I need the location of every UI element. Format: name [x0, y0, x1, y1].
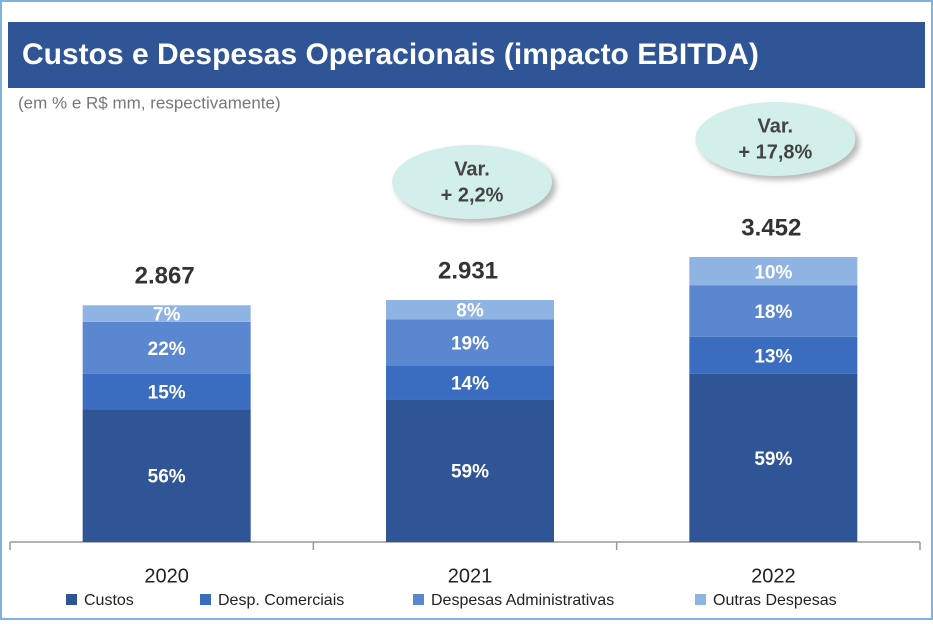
chart-title: Custos e Despesas Operacionais (impacto …: [22, 38, 759, 71]
segment-label: 59%: [451, 462, 489, 483]
legend-swatch: [200, 594, 211, 605]
legend-label: Outras Despesas: [713, 592, 837, 609]
annotation-bubble: [392, 145, 552, 220]
legend-swatch: [66, 594, 77, 605]
segment-label: 22%: [148, 339, 186, 360]
bar-segment: [386, 399, 554, 542]
x-tick-label: 2022: [751, 565, 796, 587]
total-label: 2.931: [438, 257, 498, 284]
legend-swatch: [413, 594, 424, 605]
legend-label: Custos: [84, 592, 134, 609]
segment-label: 19%: [451, 333, 489, 354]
annotation-text: + 17,8%: [738, 141, 812, 163]
legend-swatch: [695, 594, 706, 605]
bar-segment: [689, 257, 858, 286]
bar-segment: [82, 321, 251, 374]
bar-segment: [82, 305, 251, 322]
bar-segment: [689, 336, 858, 374]
bar-segment: [386, 365, 554, 400]
segment-label: 14%: [451, 373, 489, 394]
x-tick-label: 2020: [144, 565, 189, 587]
bar-segment: [82, 373, 251, 410]
x-tick-label: 2021: [448, 565, 493, 587]
total-label: 2.867: [135, 263, 195, 290]
segment-label: 13%: [754, 346, 792, 367]
segment-label: 18%: [754, 302, 792, 323]
annotation-text: + 2,2%: [441, 184, 504, 206]
segment-label: 7%: [153, 305, 181, 326]
title-bar: [8, 22, 925, 88]
subtitle: (em % e R$ mm, respectivamente): [18, 93, 281, 112]
annotation-bubble: [695, 102, 856, 176]
annotation-text: Var.: [454, 158, 490, 180]
annotation-text: Var.: [758, 115, 794, 137]
bar-segment: [386, 319, 554, 366]
bar-segment: [82, 409, 251, 542]
segment-label: 10%: [754, 262, 792, 283]
legend-label: Desp. Comerciais: [218, 592, 344, 609]
bar-segment: [689, 373, 858, 542]
total-label: 3.452: [741, 214, 801, 241]
legend-label: Despesas Administrativas: [431, 592, 614, 609]
segment-label: 15%: [148, 383, 186, 404]
segment-label: 8%: [456, 301, 484, 322]
segment-label: 59%: [754, 449, 792, 470]
segment-label: 56%: [148, 467, 186, 488]
bar-segment: [689, 285, 858, 337]
bar-segment: [386, 300, 554, 320]
